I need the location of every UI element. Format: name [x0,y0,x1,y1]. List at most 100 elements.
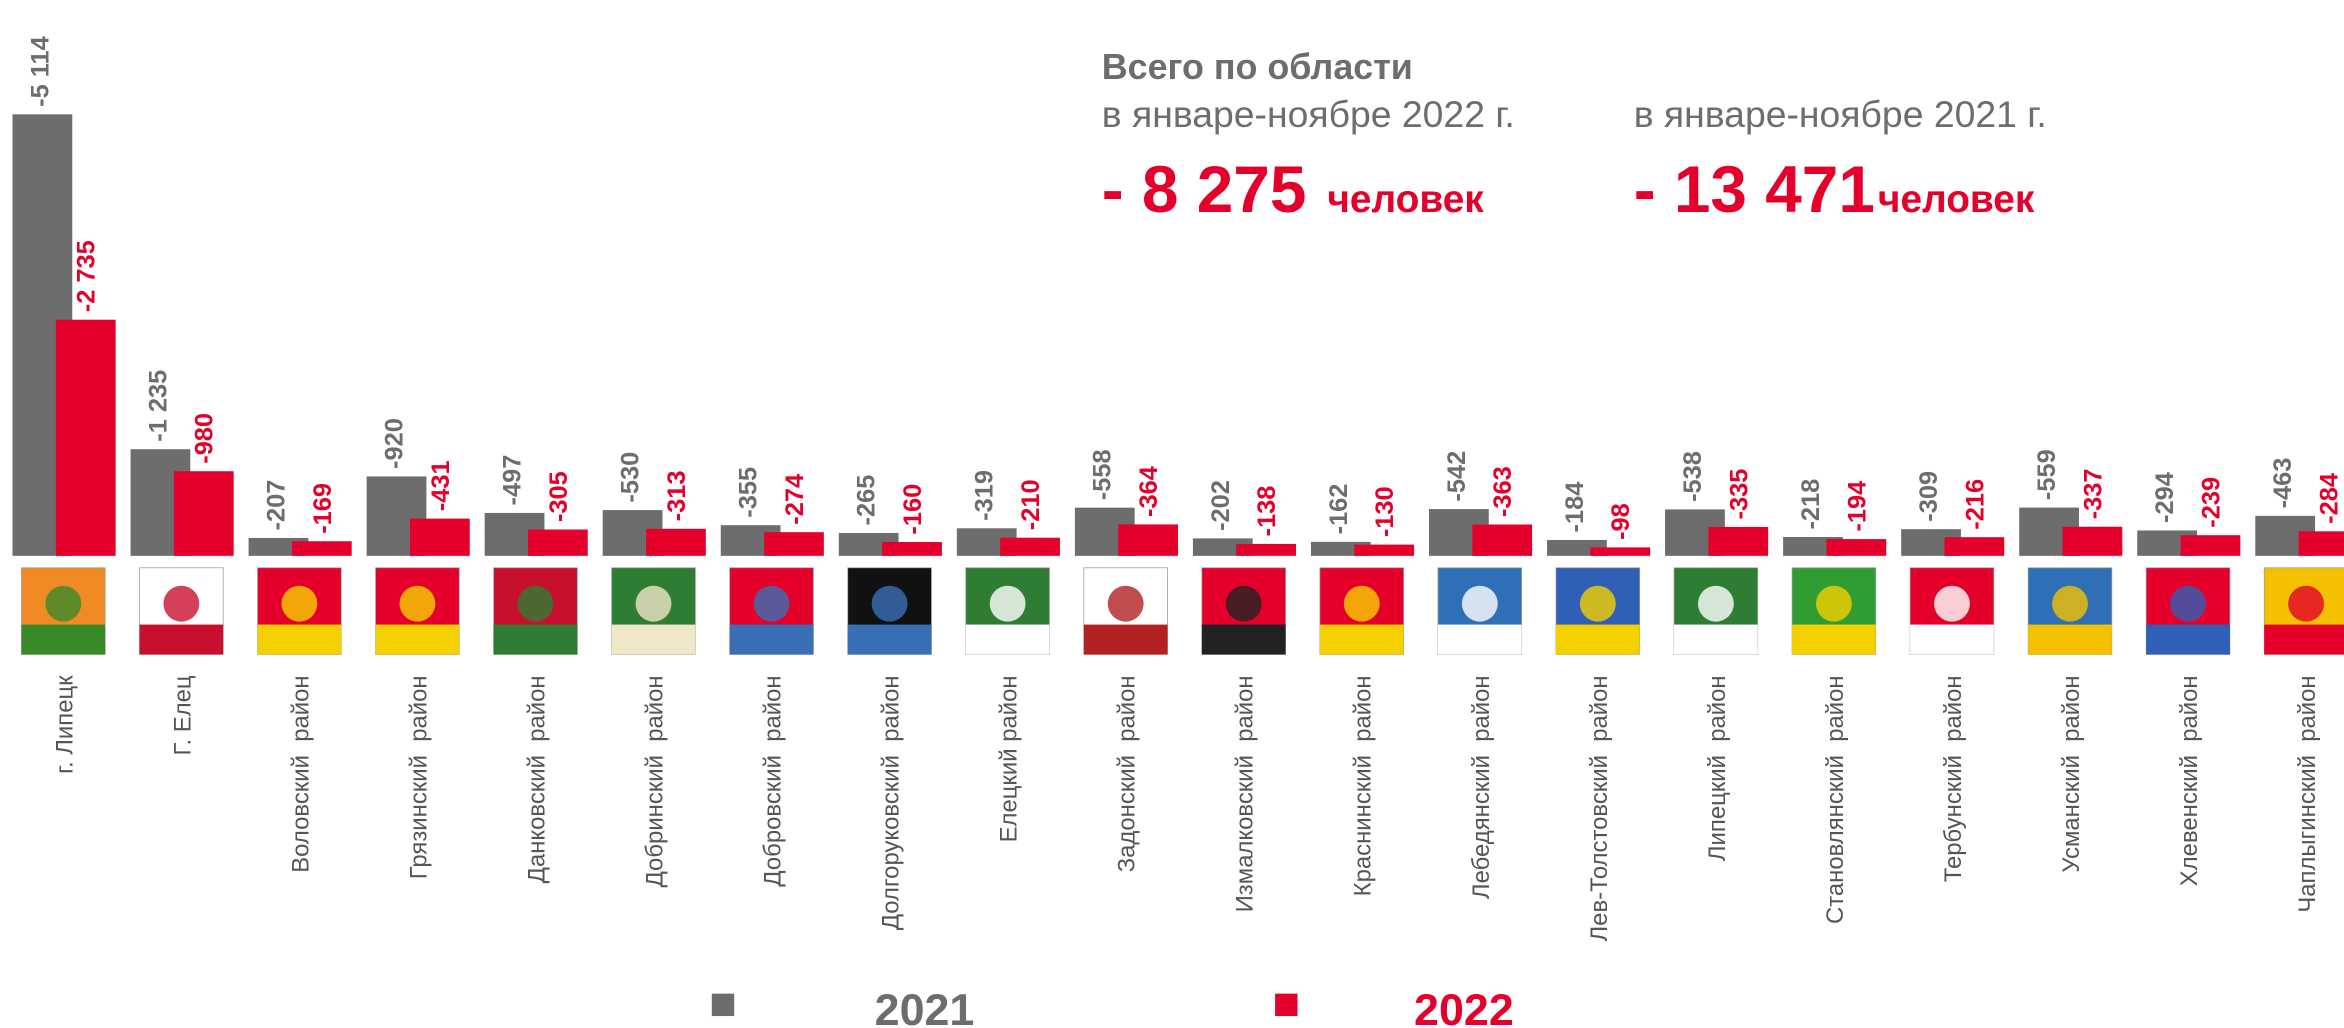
x-tick-label: Лебедянский район [1468,675,1495,899]
bar [291,541,352,556]
total: - 13 471 человек [1634,152,2035,226]
emblem-detail [1815,585,1852,622]
bar [646,528,706,556]
total: - 8 275 человек [1102,152,1485,226]
bar [1708,526,1769,556]
period: в январе-ноябре 2022 г. [1102,93,1515,135]
bar [882,542,942,556]
emblem-detail [1674,624,1758,655]
emblem-detail [1792,624,1876,655]
bar [173,471,234,556]
value-label: -1 235 [144,370,172,442]
value-label: -98 [1607,503,1635,540]
x-tick-label: Г. Елец [169,675,196,755]
emblem-detail [1343,585,1380,622]
emblem-detail [1697,585,1734,622]
value-label: -130 [1371,486,1399,537]
emblem-detail [635,585,672,622]
value-label: -138 [1253,486,1281,537]
x-tick-label: Елецкий район [996,675,1023,842]
title: Всего по области [1102,47,1413,87]
emblem-detail [281,585,318,622]
bar [1944,537,2005,556]
bar [1000,537,1060,556]
value-label: -265 [853,475,881,526]
emblem-detail [847,624,932,655]
value-label: -431 [427,460,455,511]
value-label: -335 [1725,469,1753,520]
bar [1236,543,1297,556]
bar [764,532,824,556]
value-label: -463 [2269,458,2297,509]
bar [2062,526,2123,556]
bar [55,319,116,556]
emblem-detail [1201,624,1286,655]
value-label: -202 [1207,480,1235,531]
emblem-detail [2028,624,2112,655]
emblem-detail [399,585,436,622]
value-label: -980 [191,413,219,464]
value-label: -559 [2033,449,2061,500]
x-tick-label: Данковский район [523,675,550,883]
emblem-detail [2146,624,2230,655]
x-tick-label: Грязинский район [405,675,432,879]
value-label: -337 [2079,468,2107,519]
bar [1354,544,1415,556]
emblem-detail [2288,585,2325,622]
value-label: -184 [1561,482,1589,533]
emblem-detail [1461,585,1498,622]
emblem-detail [871,585,908,622]
total-value: - 8 275 [1102,152,1307,226]
value-label: -207 [262,480,290,531]
x-tick-label: Долгоруковский район [878,675,905,930]
value-label: -194 [1843,481,1871,532]
value-label: -294 [2151,472,2179,523]
emblem-detail [1319,624,1404,655]
bar [1472,524,1533,556]
x-tick-label: Измалковский район [1232,675,1259,912]
value-label: -364 [1135,466,1163,517]
value-label: -305 [545,471,573,522]
bar [2180,535,2241,556]
emblem-detail [1579,585,1616,622]
value-label: -542 [1443,451,1471,502]
value-label: -210 [1017,479,1045,530]
emblem-detail [1437,624,1522,655]
x-tick-label: Добровский район [760,675,787,886]
bar [1590,547,1651,556]
emblem-detail [163,585,200,622]
emblem-detail [257,624,342,655]
bar [1826,539,1887,556]
emblem-detail [2264,624,2344,655]
bar [409,518,470,556]
value-label: -284 [2315,473,2343,524]
value-label: -920 [380,418,408,469]
emblem-detail [753,585,790,622]
value-label: -538 [1679,451,1707,502]
emblem-detail [45,585,82,622]
legend-label: 2022 [1414,985,1514,1028]
value-label: -216 [1961,479,1989,530]
emblem-detail [729,624,814,655]
x-tick-label: Добринский район [641,675,668,887]
x-tick-label: Лев-Толстовский район [1586,675,1613,941]
bar [528,529,588,556]
x-tick-label: Тербунский район [1940,675,1967,882]
emblem-detail [1083,624,1168,655]
emblem-detail [965,624,1050,655]
emblem-detail [1934,585,1970,622]
x-tick-label: г. Липецк [51,675,78,774]
x-tick-label: Краснинский район [1350,675,1377,896]
value-label: -274 [781,474,809,525]
emblem-detail [989,585,1026,622]
emblem-detail [21,624,106,655]
legend-swatch [711,993,735,1017]
value-label: -160 [899,484,927,535]
legend-swatch [1275,993,1298,1017]
value-label: -239 [2197,477,2225,528]
x-tick-label: Липецкий район [1704,675,1731,861]
x-tick-label: Задонский район [1114,675,1141,872]
emblem-detail [1225,585,1262,622]
